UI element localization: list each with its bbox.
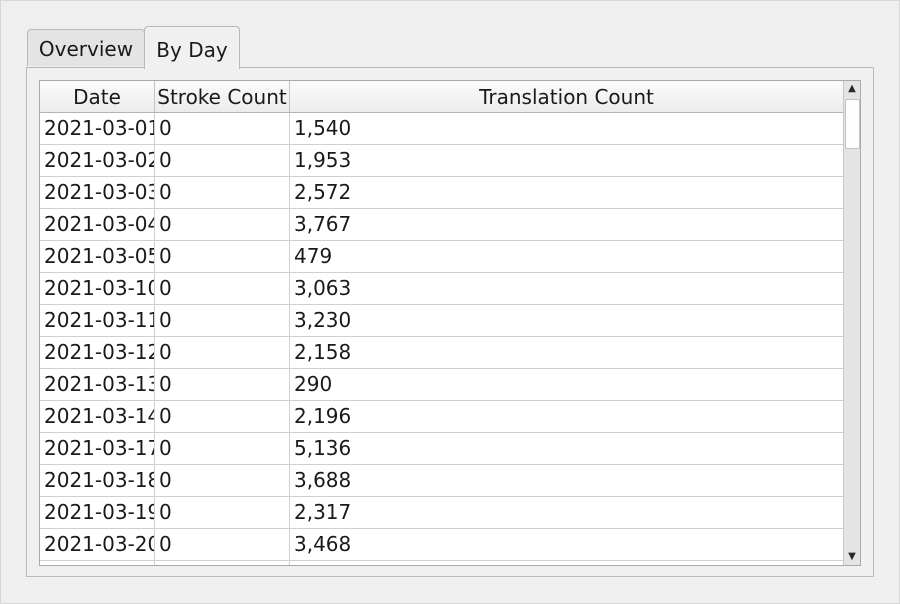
table-row[interactable]: 2021-03-03 0 2,572	[40, 177, 843, 209]
table-row[interactable]: 2021-03-11 0 3,230	[40, 305, 843, 337]
date-cell[interactable]: 2021-03-02	[40, 145, 155, 176]
table-body: 2021-03-01 0 1,540 2021-03-02 0 1,953 20…	[40, 113, 843, 565]
triangle-up-icon[interactable]: ▲	[848, 83, 856, 94]
translation-count-cell[interactable]: 3,468	[294, 532, 352, 556]
vertical-scrollbar[interactable]: ▲ ▼	[843, 81, 860, 565]
table-row[interactable]: 2021-03-19 0 2,317	[40, 497, 843, 529]
scrollbar-thumb[interactable]	[845, 99, 860, 149]
stroke-count-cell[interactable]: 0	[155, 305, 290, 336]
stroke-count-cell[interactable]: 0	[155, 177, 290, 208]
date-cell[interactable]: 2021-03-01	[40, 113, 155, 144]
table-row[interactable]: 2021-03-05 0 479	[40, 241, 843, 273]
table-row[interactable]: 2021-03-13 0 290	[40, 369, 843, 401]
stroke-count-cell[interactable]: 0	[155, 273, 290, 304]
date-cell[interactable]: 2021-03-19	[40, 497, 155, 528]
date-cell[interactable]: 2021-03-10	[40, 273, 155, 304]
tab-by-day[interactable]: By Day	[144, 26, 240, 69]
translation-count-cell[interactable]: 5,136	[294, 436, 352, 460]
translation-count-cell[interactable]: 479	[294, 244, 333, 268]
date-cell[interactable]: 2021-03-11	[40, 305, 155, 336]
date-cell[interactable]: 2021-03-12	[40, 337, 155, 368]
stroke-count-cell[interactable]: 0	[155, 529, 290, 560]
translation-count-cell[interactable]: 3,688	[294, 468, 352, 492]
table-row[interactable]: 2021-03-02 0 1,953	[40, 145, 843, 177]
table-row[interactable]: 2021-03-20 0 3,468	[40, 529, 843, 561]
stroke-count-cell[interactable]	[155, 561, 290, 565]
tab-overview[interactable]: Overview	[27, 29, 145, 66]
table-row[interactable]: 2021-03-18 0 3,688	[40, 465, 843, 497]
translation-count-cell[interactable]: 3,767	[294, 212, 352, 236]
table-row-partial[interactable]	[40, 561, 843, 565]
stroke-count-cell[interactable]: 0	[155, 113, 290, 144]
stroke-count-cell[interactable]: 0	[155, 369, 290, 400]
stroke-count-cell[interactable]: 0	[155, 145, 290, 176]
date-cell[interactable]: 2021-03-05	[40, 241, 155, 272]
translation-count-cell[interactable]: 290	[294, 372, 333, 396]
stroke-count-cell[interactable]: 0	[155, 433, 290, 464]
column-header-translation-count[interactable]: Translation Count	[479, 85, 654, 109]
translation-count-cell[interactable]: 2,158	[294, 340, 352, 364]
stroke-count-cell[interactable]: 0	[155, 401, 290, 432]
translation-count-cell[interactable]: 1,953	[294, 148, 352, 172]
table-row[interactable]: 2021-03-14 0 2,196	[40, 401, 843, 433]
stroke-count-cell[interactable]: 0	[155, 465, 290, 496]
table-row[interactable]: 2021-03-12 0 2,158	[40, 337, 843, 369]
triangle-down-icon[interactable]: ▼	[848, 551, 856, 562]
translation-count-cell[interactable]	[290, 561, 843, 565]
date-cell[interactable]: 2021-03-04	[40, 209, 155, 240]
table-header: Date Stroke Count Translation Count	[40, 81, 843, 113]
date-cell[interactable]: 2021-03-20	[40, 529, 155, 560]
stroke-count-cell[interactable]: 0	[155, 209, 290, 240]
translation-count-cell[interactable]: 3,230	[294, 308, 352, 332]
date-cell[interactable]: 2021-03-17	[40, 433, 155, 464]
table-row[interactable]: 2021-03-01 0 1,540	[40, 113, 843, 145]
translation-count-cell[interactable]: 1,540	[294, 116, 352, 140]
stroke-count-cell[interactable]: 0	[155, 497, 290, 528]
stroke-count-cell[interactable]: 0	[155, 337, 290, 368]
translation-count-cell[interactable]: 2,317	[294, 500, 352, 524]
table-row[interactable]: 2021-03-10 0 3,063	[40, 273, 843, 305]
date-cell[interactable]: 2021-03-14	[40, 401, 155, 432]
date-cell[interactable]: 2021-03-18	[40, 465, 155, 496]
date-cell[interactable]: 2021-03-13	[40, 369, 155, 400]
date-cell[interactable]	[40, 561, 155, 565]
table-row[interactable]: 2021-03-04 0 3,767	[40, 209, 843, 241]
translation-count-cell[interactable]: 2,572	[294, 180, 352, 204]
date-cell[interactable]: 2021-03-03	[40, 177, 155, 208]
stroke-count-cell[interactable]: 0	[155, 241, 290, 272]
translation-count-cell[interactable]: 3,063	[294, 276, 352, 300]
column-header-date[interactable]: Date	[40, 81, 155, 112]
table-row[interactable]: 2021-03-17 0 5,136	[40, 433, 843, 465]
by-day-table: Date Stroke Count Translation Count 2021…	[39, 80, 861, 566]
column-header-stroke-count[interactable]: Stroke Count	[155, 81, 290, 112]
translation-count-cell[interactable]: 2,196	[294, 404, 352, 428]
